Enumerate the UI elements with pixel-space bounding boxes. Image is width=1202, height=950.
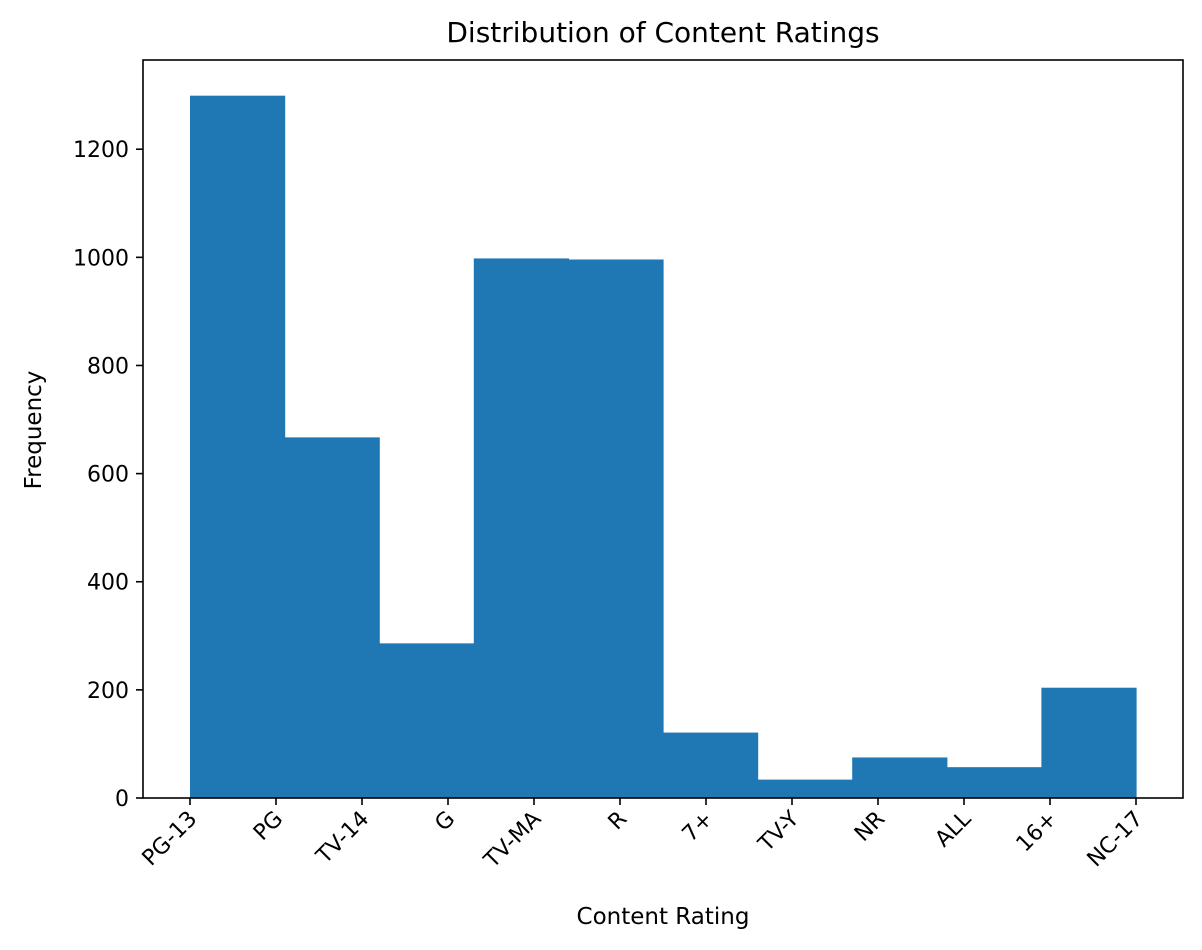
y-tick-label: 1000 [73,246,129,271]
plot-area [142,59,1184,799]
chart-title: Distribution of Content Ratings [446,16,879,49]
histogram-bar [757,779,853,798]
y-tick-label: 1200 [73,138,129,163]
histogram-bar [284,437,380,798]
histogram-bar [568,259,664,798]
histogram-bar [852,757,948,798]
y-tick-label: 600 [87,463,129,488]
plot-frame [142,59,1184,799]
y-tick-label: 400 [87,571,129,596]
histogram-bar [190,95,286,799]
y-tick-label: 800 [87,354,129,379]
x-axis-label: Content Rating [577,904,750,930]
histogram-bar [473,258,569,798]
histogram-bar [379,643,475,798]
y-tick-label: 200 [87,679,129,704]
histogram-bar [663,732,759,798]
histogram-bar [1041,687,1137,798]
y-axis-label: Frequency [21,371,47,490]
y-tick-label: 0 [115,787,129,812]
histogram-bar [946,767,1042,798]
